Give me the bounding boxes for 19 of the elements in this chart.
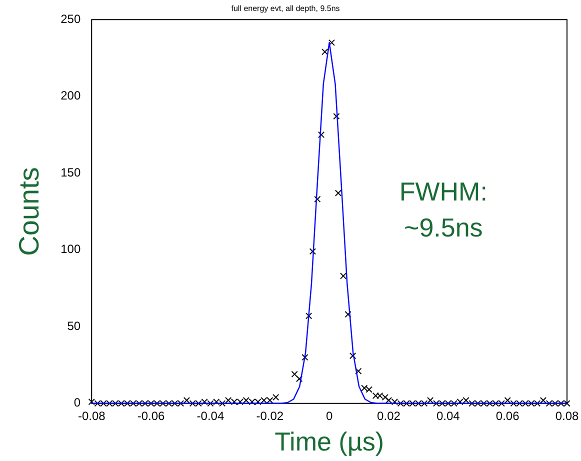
chart-title: full energy evt, all depth, 9.5ns <box>231 4 340 14</box>
x-tick-label: 0.08 <box>555 408 579 423</box>
x-tick-label: 0.02 <box>377 408 401 423</box>
x-tick-label: -0.06 <box>137 408 166 423</box>
x-axis-title: Time (µs) <box>274 426 384 457</box>
x-tick-label: 0 <box>326 408 333 423</box>
y-tick-label: 200 <box>60 88 81 103</box>
x-tick-label: 0.04 <box>436 408 460 423</box>
y-tick-label: 50 <box>67 318 81 333</box>
x-tick-label: -0.04 <box>196 408 224 423</box>
annotation: FWHM: ~9.5ns <box>399 176 488 243</box>
x-tick-label: -0.08 <box>78 408 106 423</box>
y-tick-label: 0 <box>74 396 81 410</box>
y-tick-label: 100 <box>60 242 81 256</box>
y-tick-label: 250 <box>60 12 81 26</box>
x-tick-label: 0.06 <box>496 408 520 423</box>
x-tick-label: -0.02 <box>256 408 284 423</box>
y-axis-title: Counts <box>14 167 45 256</box>
y-tick-label: 150 <box>60 165 81 180</box>
